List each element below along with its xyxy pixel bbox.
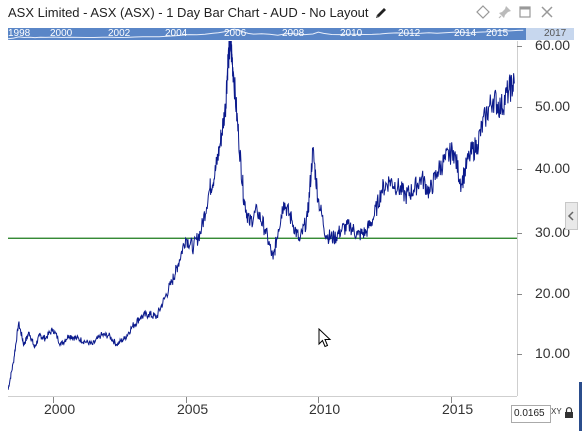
restore-icon[interactable]	[518, 5, 532, 19]
y-axis-label: 10.00	[535, 345, 571, 361]
lock-icon[interactable]	[564, 407, 574, 418]
overview-label: 1998	[8, 28, 31, 39]
x-tick	[451, 397, 452, 403]
xy-toggle-button[interactable]: XY	[551, 407, 562, 416]
x-axis-label: 2000	[44, 401, 76, 417]
close-icon[interactable]	[540, 5, 554, 19]
window-title: ASX Limited - ASX (ASX) - 1 Day Bar Char…	[8, 5, 369, 20]
y-tick	[517, 294, 522, 295]
x-axis-label: 2010	[309, 401, 341, 417]
chart-plot-area[interactable]	[8, 41, 518, 396]
y-tick	[517, 233, 522, 234]
x-axis-label: 2015	[442, 401, 474, 417]
time-axis[interactable]: 2000 2005 2010 2015	[8, 396, 517, 432]
x-tick	[53, 397, 54, 403]
price-axis[interactable]: 10.00 20.00 30.00 40.00 50.00 60.00	[517, 37, 584, 396]
mouse-pointer-icon	[318, 328, 332, 348]
y-axis-label: 40.00	[535, 160, 571, 176]
overview-scroller[interactable]: 1998 2000 2002 2004 2006 2008 2010 2012 …	[8, 28, 574, 40]
window-edge-accent	[579, 382, 582, 431]
y-axis-label: 50.00	[535, 98, 571, 114]
y-axis-label: 30.00	[535, 224, 571, 240]
y-tick	[517, 354, 522, 355]
y-axis-label: 20.00	[535, 285, 571, 301]
chevron-left-icon	[567, 211, 574, 221]
overview-label: 2004	[165, 28, 188, 39]
window-title-bar: ASX Limited - ASX (ASX) - 1 Day Bar Char…	[0, 0, 584, 26]
scale-input[interactable]: 0.0165	[511, 405, 551, 423]
y-tick	[517, 107, 522, 108]
price-chart[interactable]	[8, 41, 517, 396]
overview-label: 2012	[398, 28, 421, 39]
overview-label: 2015	[486, 28, 509, 39]
pencil-icon[interactable]	[374, 6, 388, 20]
x-tick	[318, 397, 319, 403]
overview-label: 2000	[50, 28, 73, 39]
y-tick	[517, 169, 522, 170]
overview-label: 2010	[340, 28, 363, 39]
collapse-panel-tab[interactable]	[565, 202, 578, 230]
price-series-line	[8, 41, 515, 391]
overview-price-line	[8, 28, 524, 40]
overview-label: 2014	[454, 28, 477, 39]
overview-label: 2002	[108, 28, 131, 39]
y-tick	[517, 46, 522, 47]
overview-series-line	[8, 28, 524, 40]
diamond-icon[interactable]	[476, 5, 490, 19]
pin-icon[interactable]	[498, 5, 512, 19]
x-axis-label: 2005	[177, 401, 209, 417]
overview-label: 2017	[544, 28, 567, 39]
y-axis-label: 60.00	[535, 37, 571, 53]
overview-label: 2008	[282, 28, 305, 39]
overview-label: 2006	[224, 28, 247, 39]
x-tick	[186, 397, 187, 403]
